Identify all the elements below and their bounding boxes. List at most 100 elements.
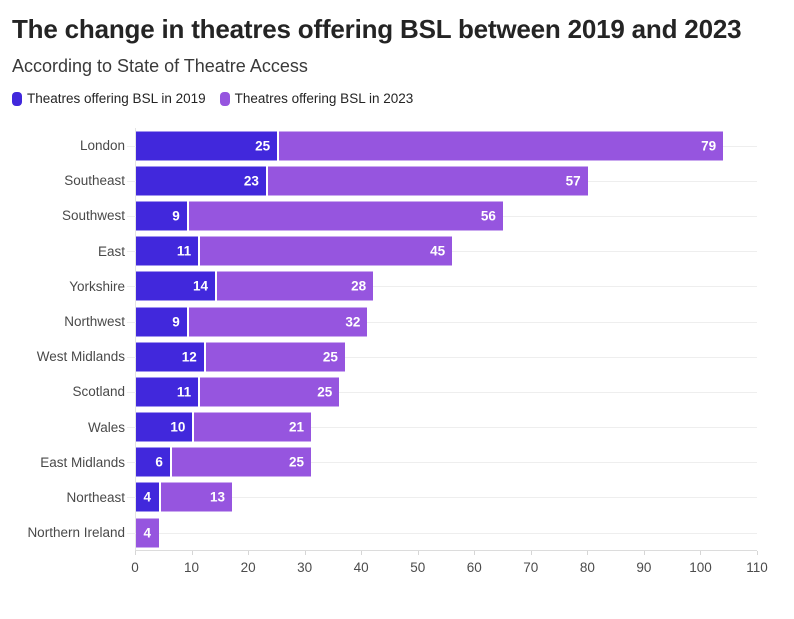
bar-segment: 57 [265,166,588,196]
axis-tick-label: 90 [636,560,652,576]
bar-segment: 25 [136,131,278,161]
axis-tick-label: 110 [746,560,768,576]
row-plot-area: 11 25 [127,374,757,410]
row-gridline [127,391,757,393]
segment-value-label: 9 [172,208,180,224]
stacked-bar: 4 [136,518,757,548]
chart-title: The change in theatres offering BSL betw… [12,14,742,44]
stacked-bar: 9 56 [136,201,757,231]
bar-segment: 23 [136,166,266,196]
segment-value-label: 11 [176,243,192,259]
legend-item-2023: Theatres offering BSL in 2023 [219,91,414,106]
axis-tick [304,551,306,556]
segment-value-label: 25 [288,454,304,470]
axis-tick-label: 0 [131,560,139,576]
segment-value-label: 13 [209,489,225,505]
axis-area: 0 10 20 30 40 50 60 70 80 90 100 110 [131,550,768,584]
row-plot-area: 9 32 [127,303,757,340]
axis-tick-label: 50 [410,560,426,576]
segment-value-label: 21 [288,419,304,435]
row-plot-area: 4 [127,515,757,551]
category-label: West Midlands [36,349,125,365]
axis-tick-label: 20 [240,560,256,576]
bar-segment: 79 [277,131,724,161]
bar-segment: 4 [136,518,159,548]
row-gridline [127,462,757,464]
chart-subtitle: According to State of Theatre Access [12,56,308,76]
axis-tick [700,551,702,556]
axis-tick-label: 70 [523,560,539,576]
segment-value-label: 9 [172,314,180,330]
row-gridline [127,356,757,358]
row-plot-area: 11 45 [127,233,757,269]
bar-segment: 11 [136,236,199,266]
chart-row: Northeast 4 13 [12,479,782,516]
bar-segment: 12 [136,342,204,372]
legend-swatch-2023 [219,91,230,106]
axis-tick [757,551,758,556]
category-label: East Midlands [40,454,125,470]
segment-value-label: 4 [143,489,152,505]
category-label: Southeast [64,173,125,189]
category-label: London [79,138,125,154]
bar-segment: 10 [136,412,193,442]
axis-tick [643,551,645,556]
segment-value-label: 12 [181,349,197,365]
row-plot-area: 4 13 [127,479,757,516]
bar-segment: 4 [136,482,159,512]
chart-row: Northern Ireland 4 [12,515,782,551]
axis-tick-label: 40 [353,560,369,576]
axis-tick [587,551,589,556]
stacked-bar: 14 28 [136,271,757,301]
axis-tick [361,551,363,556]
stacked-bar: 10 21 [136,412,757,442]
stacked-bar: 25 79 [136,131,757,161]
chart-row: East 11 45 [12,233,782,269]
stacked-bar: 11 45 [136,236,757,266]
bar-segment: 13 [158,482,232,512]
axis-tick [417,551,419,556]
legend-label-2023: Theatres offering BSL in 2023 [234,91,414,106]
row-plot-area: 23 57 [127,163,757,199]
axis-tick [530,551,532,556]
category-label: Northern Ireland [27,525,125,541]
row-plot-area: 9 56 [127,198,757,234]
axis-tick [474,551,476,556]
category-label: East [97,243,125,259]
segment-value-label: 14 [193,278,209,294]
bar-segment: 9 [136,201,187,231]
bar-segment: 21 [192,412,311,442]
bar-segment: 56 [186,201,503,231]
bar-segment: 32 [186,307,368,337]
segment-value-label: 45 [430,243,446,259]
bar-segment: 6 [136,447,170,477]
category-label: Northwest [64,314,125,330]
segment-value-label: 56 [480,208,496,224]
row-gridline [127,532,757,534]
stacked-bar: 12 25 [136,342,757,372]
axis-tick [135,551,136,556]
row-gridline [127,497,757,499]
category-label: Southwest [61,208,125,224]
bar-segment: 25 [169,447,311,477]
segment-value-label: 32 [345,314,361,330]
segment-value-label: 79 [701,138,717,154]
category-label: Northeast [66,489,125,505]
bar-segment: 28 [215,271,374,301]
x-axis: 0 10 20 30 40 50 60 70 80 90 100 110 [12,550,782,584]
segment-value-label: 10 [170,419,186,435]
segment-value-label: 11 [176,384,192,400]
axis-tick [248,551,250,556]
category-label: Wales [87,419,125,435]
row-plot-area: 25 79 [127,128,757,164]
chart-row: Northwest 9 32 [12,303,782,340]
segment-value-label: 25 [322,349,338,365]
row-plot-area: 12 25 [127,339,757,375]
segment-value-label: 23 [243,173,259,189]
row-plot-area: 10 21 [127,409,757,445]
segment-value-label: 57 [565,173,581,189]
chart-row: Southwest 9 56 [12,198,782,234]
chart-row: West Midlands 12 25 [12,339,782,375]
stacked-bar: 23 57 [136,166,757,196]
category-label: Yorkshire [69,278,125,294]
